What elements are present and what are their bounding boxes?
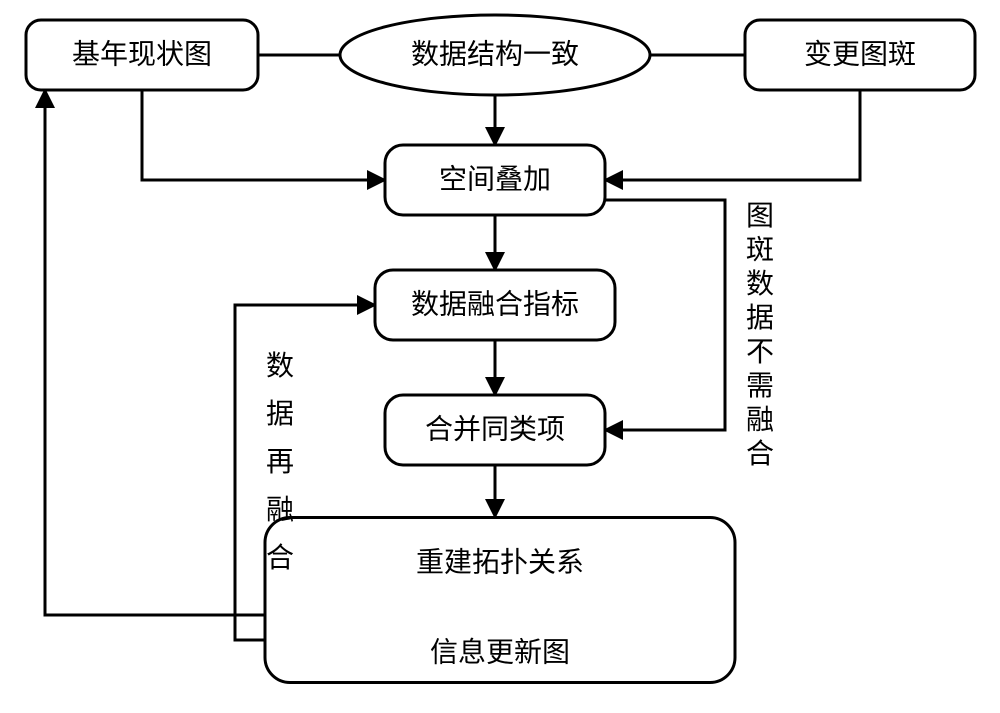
metric-label: 数据融合指标	[411, 288, 579, 320]
base-year-label: 基年现状图	[72, 38, 212, 70]
edge	[142, 90, 385, 180]
node-overlay: 空间叠加	[385, 145, 605, 215]
node-change-map: 变更图斑	[745, 20, 975, 90]
node-merge: 合并同类项	[385, 395, 605, 465]
node-base-year: 基年现状图	[26, 20, 258, 90]
consistent-label: 数据结构一致	[411, 38, 579, 70]
node-metric: 数据融合指标	[375, 270, 615, 340]
edge	[605, 200, 725, 430]
rebuild-label-1: 重建拓扑关系	[416, 546, 584, 578]
edge-label: 图斑数据不需融合	[746, 201, 774, 470]
node-rebuild: 重建拓扑关系 信息更新图	[265, 518, 735, 683]
rebuild-label-2: 信息更新图	[430, 636, 570, 668]
edge	[605, 90, 860, 180]
flowchart-canvas: 基年现状图 数据结构一致 变更图斑 空间叠加 数据融合指标 合并同类项 重建拓扑…	[0, 0, 1000, 713]
edge	[45, 90, 265, 615]
change-map-label: 变更图斑	[804, 38, 916, 70]
node-consistent: 数据结构一致	[340, 15, 650, 95]
overlay-label: 空间叠加	[439, 163, 551, 195]
merge-label: 合并同类项	[425, 413, 565, 445]
